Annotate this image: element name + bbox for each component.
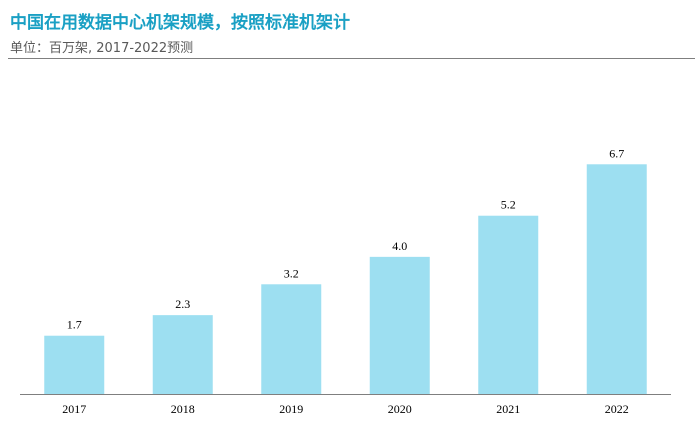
x-tick-label-2022: 2022 <box>605 402 629 416</box>
chart-subtitle: 单位：百万架, 2017-2022预测 <box>10 41 194 56</box>
value-label-2017: 1.7 <box>67 318 82 332</box>
bar-2019 <box>261 284 322 394</box>
bar-2021 <box>478 215 539 394</box>
bar-2022 <box>586 164 647 394</box>
x-tick-label-2020: 2020 <box>388 402 412 416</box>
x-tick-label-2019: 2019 <box>279 402 303 416</box>
bar-2017 <box>44 335 105 394</box>
bar-2018 <box>152 315 213 394</box>
value-label-2022: 6.7 <box>609 146 624 160</box>
chart-title: 中国在用数据中心机架规模，按照标准机架计 <box>10 13 350 33</box>
x-tick-label-2017: 2017 <box>62 402 86 416</box>
value-label-2021: 5.2 <box>501 198 516 212</box>
value-label-2018: 2.3 <box>175 297 190 311</box>
x-tick-label-2021: 2021 <box>496 402 520 416</box>
x-tick-label-2018: 2018 <box>171 402 195 416</box>
value-label-2019: 3.2 <box>284 266 299 280</box>
value-label-2020: 4.0 <box>392 239 407 253</box>
header-divider <box>8 58 695 59</box>
bar-2020 <box>369 256 430 394</box>
